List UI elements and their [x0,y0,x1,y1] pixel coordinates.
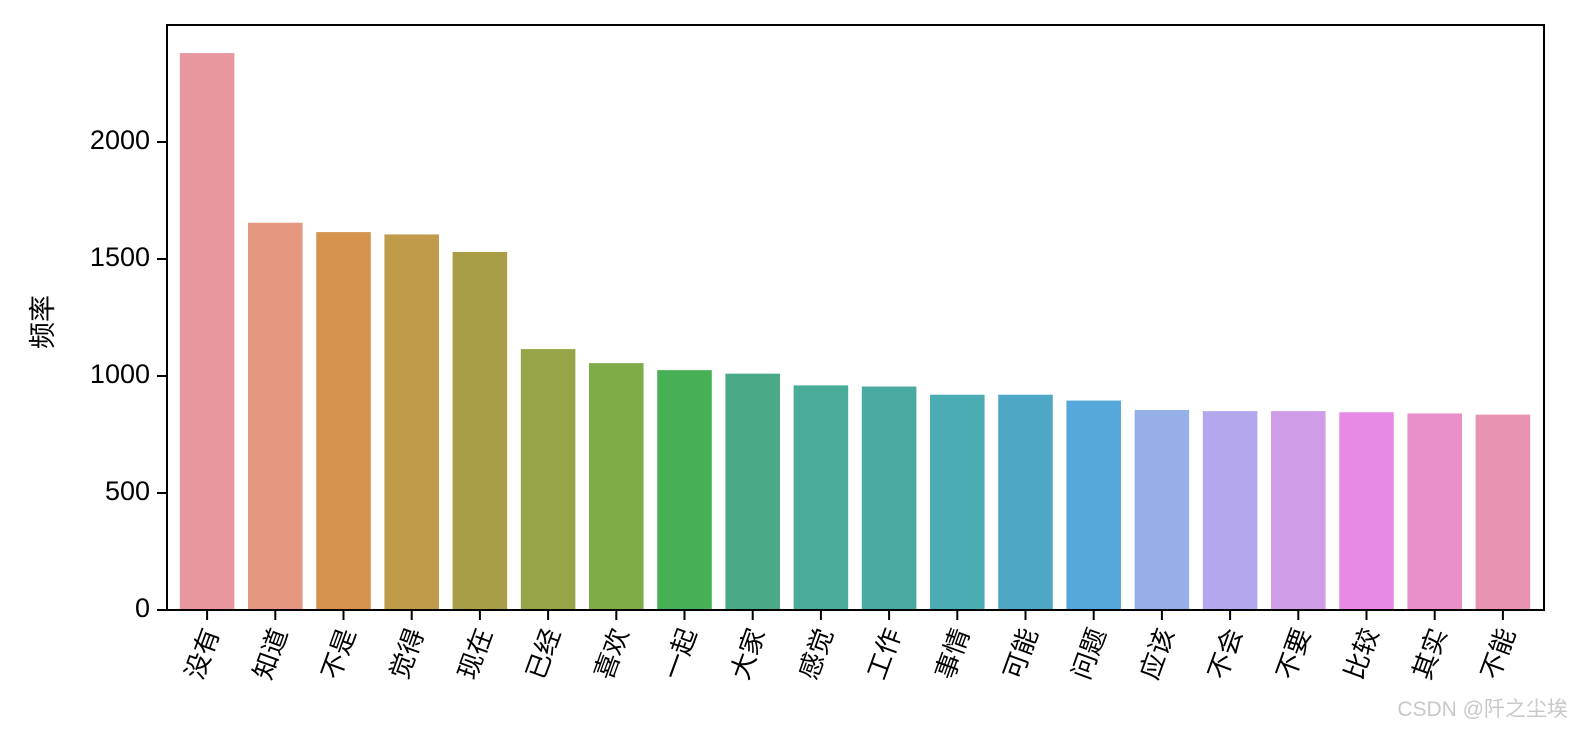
x-tick-label: 其实 [1408,625,1454,684]
bar-19 [1407,413,1462,610]
x-tick-label: 感觉 [794,625,840,684]
bar-13 [998,394,1053,610]
x-tick-label: 比较 [1340,625,1386,684]
bar-4 [384,234,439,610]
y-tick-label: 1500 [90,242,150,272]
x-tick-label: 没有 [180,625,226,684]
bar-2 [248,222,303,611]
bar-5 [452,251,508,611]
x-tick-label: 已经 [521,625,567,684]
x-tick-label: 问题 [1067,625,1113,684]
x-tick-label: 应该 [1135,625,1181,684]
bars-group [179,53,1531,611]
x-tick-label: 现在 [453,625,499,684]
x-tick-label: 觉得 [385,625,431,684]
bar-18 [1339,412,1394,610]
x-tick-label: 喜欢 [589,625,635,684]
x-tick-label: 不会 [1203,625,1249,684]
y-tick-label: 0 [135,593,150,623]
x-tick-label: 不能 [1476,625,1522,684]
watermark: CSDN @阡之尘埃 [1397,698,1568,721]
bar-10 [793,385,849,610]
x-tick-label: 知道 [248,625,294,684]
bar-16 [1202,411,1258,610]
y-axis-label: 频率 [28,295,59,349]
y-tick-label: 2000 [90,125,150,155]
bar-17 [1271,411,1326,610]
plot-frame [166,24,1545,611]
x-tick-label: 工作 [862,625,908,684]
x-tick-label: 不是 [317,625,363,684]
bar-9 [725,373,780,610]
bar-8 [657,370,712,610]
bar-11 [861,386,917,610]
bar-14 [1066,400,1121,610]
y-axis: 0 500 1000 1500 2000 [90,125,167,623]
x-tick-label: 大家 [726,625,772,684]
x-tick-label: 不要 [1271,625,1317,684]
x-axis: 没有 知道 不是 觉得 现在 已经 喜欢 一起 大家 感觉 工作 事情 可能 问题 应该 不会 不要 比较 其实 不能 [180,610,1522,684]
y-tick-label: 500 [105,476,150,506]
bar-1 [179,53,235,610]
bar-3 [316,232,371,610]
bar-7 [589,363,644,610]
bar-12 [930,394,985,610]
bar-15 [1134,409,1190,610]
x-tick-label: 可能 [999,625,1045,684]
x-tick-label: 一起 [658,625,704,684]
bar-20 [1475,414,1531,610]
x-tick-label: 事情 [930,625,976,684]
bar-6 [520,349,576,610]
y-tick-label: 1000 [90,359,150,389]
